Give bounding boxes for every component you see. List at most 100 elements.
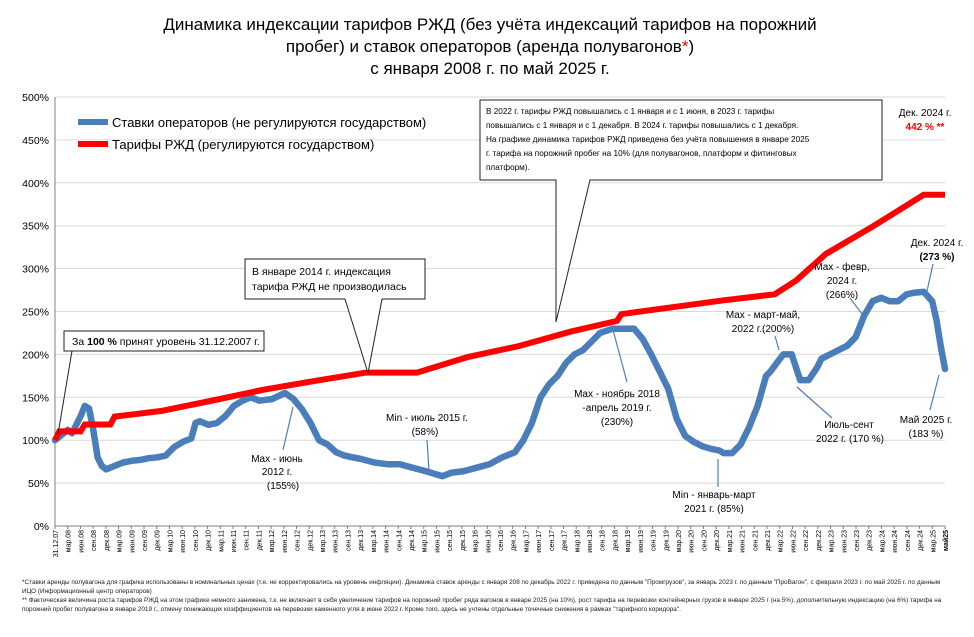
x-tick-label: мар.09	[117, 530, 124, 552]
x-tick-label: июн.09	[129, 530, 136, 553]
x-tick-label: сен.24	[905, 530, 912, 551]
arrow-may-2025	[929, 374, 940, 411]
x-tick-label: мар.18	[574, 530, 581, 552]
x-tick-label: дек.16	[511, 530, 518, 551]
annotation-min-2021: Min - январь-март 2021 г. (85%)	[672, 490, 756, 515]
x-tick-label: сен.17	[549, 530, 556, 551]
x-tick-label: дек.17	[562, 530, 569, 551]
y-tick-label: 100%	[22, 435, 49, 447]
x-tick-label: мар.24	[879, 530, 886, 552]
x-tick-label: мар.15	[422, 530, 429, 552]
annotation-dec-2024-operators: Дек. 2024 г. (273 %)	[911, 238, 964, 263]
x-tick-label: сен.14	[396, 530, 403, 551]
x-tick-label: июн.08	[78, 530, 85, 553]
x-tick-label: сен.08	[91, 530, 98, 551]
x-tick-label: июн.18	[587, 530, 594, 553]
series-group	[51, 191, 949, 480]
may-2025-line-1: Май 2025 г.	[900, 415, 953, 426]
footnote-2: ** Фактическая величина роста тарифов РЖ…	[22, 597, 942, 613]
x-tick-label: сен.09	[142, 530, 149, 551]
x-tick-label: мар.17	[523, 530, 530, 552]
legend-operators-label: Ставки операторов (не регулируются госуд…	[112, 115, 426, 130]
x-tick-label: сен.23	[854, 530, 861, 551]
y-tick-label: 0%	[34, 521, 49, 533]
y-tick-label: 150%	[22, 392, 49, 404]
x-tick-label: мар.23	[829, 530, 836, 552]
x-tick-label: мар.21	[727, 530, 734, 552]
y-tick-label: 200%	[22, 349, 49, 361]
y-tick-label: 500%	[22, 92, 49, 104]
x-tick-label: июн.11	[231, 530, 238, 552]
info-line-2: повышались с 1 января и с 1 декабря. В 2…	[486, 121, 798, 130]
x-tick-label: дек.22	[816, 530, 823, 551]
x-tick-label: июн.10	[180, 530, 187, 553]
x-tick-label: июн.22	[790, 530, 797, 553]
x-tick-label: мар.16	[473, 530, 480, 552]
x-tick-label: сен.18	[600, 530, 607, 551]
x-tick-label: мар.13	[320, 530, 327, 552]
max-2018-line-2: -апрель 2019 г.	[582, 403, 651, 414]
x-tick-label: дек.13	[358, 530, 365, 551]
dec-2024-rzd-line-2: 442 % **	[906, 122, 945, 133]
series-rzd-line	[52, 191, 945, 442]
footnotes: *Ставки аренды полувагона для графика ис…	[22, 578, 952, 614]
jul-sep-line-1: Июль-сент	[824, 420, 874, 431]
max-2024-line-3: (266%)	[826, 290, 858, 301]
chart-title: Динамика индексации тарифов РЖД (без учё…	[80, 14, 900, 80]
max-2018-line-3: (230%)	[601, 417, 633, 428]
note-2014-line-2: тарифа РЖД не производилась	[252, 281, 407, 293]
x-tick-label: дек.18	[612, 530, 619, 551]
start-bold: 100 %	[87, 336, 117, 348]
x-axis: 31.12.07 мар.08 июн.08 сен.08 дек.08 мар.09 ию…	[53, 526, 950, 557]
x-tick-label: мар.12	[269, 530, 276, 552]
annotation-may-2025: Май 2025 г. (183 %)	[900, 415, 953, 440]
arrow-dec-2024-op	[926, 263, 934, 292]
min-2021-line-2: 2021 г. (85%)	[684, 504, 744, 515]
x-tick-label: мар.10	[167, 530, 174, 552]
max-2022-line-1: Max - март-май,	[726, 310, 800, 321]
x-tick-label: сен.15	[447, 530, 454, 551]
legend-rzd-label: Тарифы РЖД (регулируются государством)	[112, 137, 374, 152]
x-tick-label: сен.19	[651, 530, 658, 551]
min-2021-line-1: Min - январь-март	[672, 490, 756, 501]
y-tick-label: 250%	[22, 307, 49, 319]
x-tick-label: июн.17	[536, 530, 543, 553]
max-2024-line-2: 2024 г.	[827, 276, 857, 287]
x-tick-label: июн.23	[841, 530, 848, 553]
y-tick-label: 350%	[22, 221, 49, 233]
x-tick-label: июн.19	[638, 530, 645, 553]
x-tick-label: дек.24	[918, 530, 925, 551]
start-post: принят уровень 31.12.2007 г.	[117, 336, 260, 348]
note-2014-line-1: В январе 2014 г. индексация	[252, 266, 391, 278]
x-tick-label: сен.10	[193, 530, 200, 551]
jul-sep-line-2: 2022 г. (170 %)	[816, 434, 884, 445]
y-tick-label: 300%	[22, 264, 49, 276]
x-tick-label: 31.12.07	[53, 530, 60, 557]
x-tick-label: дек.15	[460, 530, 467, 551]
svg-text:За 100 % принят уровень 31.12.: За 100 % принят уровень 31.12.2007 г.	[72, 336, 260, 348]
x-tick-label: май25	[942, 530, 950, 551]
annotation-start: За 100 % принят уровень 31.12.2007 г.	[57, 330, 265, 435]
x-tick-label: дек.23	[867, 530, 874, 551]
arrow-jul-sep-2022	[796, 386, 833, 419]
info-line-3: На графике динамика тарифов РЖД приведен…	[486, 135, 810, 144]
max-2012-line-2: 2012 г.	[262, 467, 292, 478]
x-tick-label: дек.21	[765, 530, 772, 551]
arrow-max-2018	[612, 329, 628, 383]
annotation-dec-2024-rzd: Дек. 2024 г. 442 % **	[899, 108, 952, 133]
x-tick-label: сен.13	[345, 530, 352, 551]
annotation-max-2022: Max - март-май, 2022 г.(200%)	[726, 310, 800, 335]
x-tick-label: мар.20	[676, 530, 683, 552]
footnote-1: *Ставки аренды полувагона для графика ис…	[22, 579, 941, 595]
arrow-max-2012	[282, 406, 294, 451]
x-tick-label: июн.12	[282, 530, 289, 553]
x-tick-label: дек.09	[155, 530, 162, 551]
annotation-max-2024: Max - февр, 2024 г. (266%)	[814, 261, 869, 301]
max-2022-line-2: 2022 г.(200%)	[732, 324, 794, 335]
x-tick-label: сен.21	[752, 530, 759, 551]
x-tick-label: дек.08	[104, 530, 111, 551]
x-tick-label: дек.10	[206, 530, 213, 551]
x-tick-label: июн.14	[384, 530, 391, 553]
x-tick-label: сен.20	[701, 530, 708, 551]
annotation-2014: В январе 2014 г. индексация тарифа РЖД н…	[244, 258, 426, 374]
